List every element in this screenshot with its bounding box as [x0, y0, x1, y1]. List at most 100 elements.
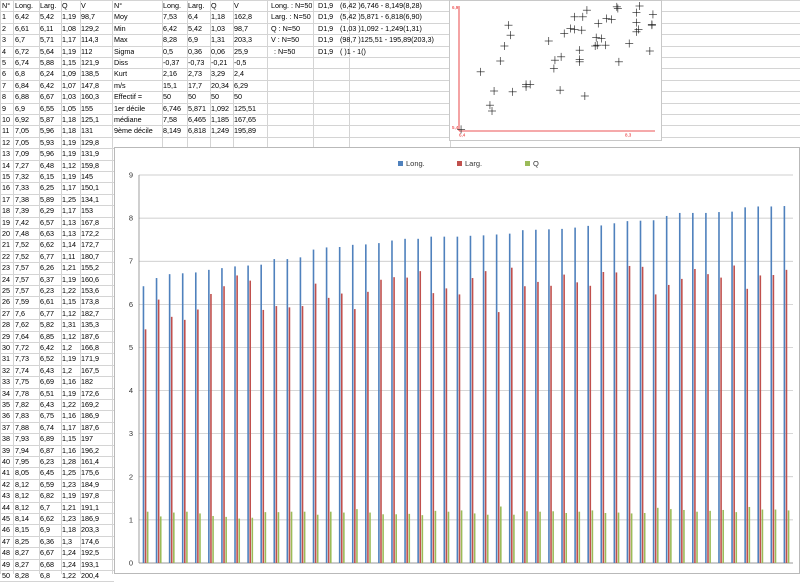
stats-cell[interactable]: 1,185: [211, 115, 229, 124]
summary-range[interactable]: (98,7 )125,51 - 195,89(203,3): [340, 35, 434, 45]
table-cell[interactable]: 1,22: [62, 286, 76, 295]
table-cell[interactable]: 160,3: [81, 92, 99, 102]
row-number-cell[interactable]: 10: [2, 115, 10, 124]
table-cell[interactable]: 1,18: [62, 115, 76, 124]
table-cell[interactable]: 7,72: [15, 343, 29, 352]
row-number-cell[interactable]: 30: [2, 343, 10, 352]
row-number-cell[interactable]: 42: [2, 479, 10, 489]
table-cell[interactable]: 6,62: [40, 514, 54, 523]
table-cell[interactable]: 191,1: [81, 502, 99, 512]
summary-range[interactable]: ( )1 - 1(): [340, 46, 366, 56]
table-cell[interactable]: 6,15: [40, 172, 54, 181]
table-cell[interactable]: 129,8: [81, 137, 99, 147]
row-number-cell[interactable]: 26: [2, 297, 10, 307]
table-cell[interactable]: 7,27: [15, 160, 29, 170]
table-cell[interactable]: 6,89: [40, 434, 54, 444]
stats-header[interactable]: Larg.: [188, 1, 205, 10]
stats-cell[interactable]: 6,4: [188, 12, 198, 22]
row-number-cell[interactable]: 35: [2, 400, 10, 409]
table-cell[interactable]: 6,61: [40, 297, 54, 307]
row-number-cell[interactable]: 1: [2, 12, 6, 22]
table-cell[interactable]: 6,42: [40, 343, 54, 352]
table-cell[interactable]: 1,12: [62, 308, 76, 318]
summary-cell[interactable]: D1,9: [318, 35, 334, 45]
table-cell[interactable]: 6,8: [40, 571, 50, 580]
row-number-cell[interactable]: 40: [2, 457, 10, 466]
stats-label[interactable]: Effectif =: [114, 92, 143, 102]
row-number-cell[interactable]: 46: [2, 525, 10, 535]
table-cell[interactable]: 1,25: [62, 194, 76, 204]
table-cell[interactable]: 6,59: [40, 479, 54, 489]
stats-cell[interactable]: 5,42: [188, 23, 202, 33]
summary-cell[interactable]: D1,9: [318, 23, 334, 33]
row-number-cell[interactable]: 13: [2, 149, 10, 159]
table-cell[interactable]: 6,74: [40, 422, 54, 432]
table-cell[interactable]: 1,19: [62, 491, 76, 501]
table-cell[interactable]: 182,7: [81, 308, 99, 318]
table-cell[interactable]: 5,71: [40, 35, 54, 45]
row-number-cell[interactable]: 48: [2, 548, 10, 558]
row-number-cell[interactable]: 49: [2, 559, 10, 569]
table-cell[interactable]: 131: [81, 126, 93, 136]
table-cell[interactable]: 171,9: [81, 354, 99, 364]
table-cell[interactable]: 7,74: [15, 365, 29, 375]
row-number-cell[interactable]: 18: [2, 206, 10, 216]
summary-cell[interactable]: : N=50: [274, 46, 296, 56]
table-cell[interactable]: 6,23: [40, 286, 54, 295]
stats-cell[interactable]: 6,818: [188, 126, 206, 136]
table-cell[interactable]: 186,9: [81, 411, 99, 421]
stats-cell[interactable]: 6,465: [188, 115, 206, 124]
row-number-cell[interactable]: 50: [2, 571, 10, 580]
table-cell[interactable]: 8,28: [15, 571, 29, 580]
table-cell[interactable]: 7,75: [15, 377, 29, 387]
stats-cell[interactable]: -0,21: [211, 58, 228, 67]
table-cell[interactable]: 6,63: [40, 229, 54, 238]
stats-cell[interactable]: 203,3: [234, 35, 252, 45]
table-cell[interactable]: 5,82: [40, 320, 54, 330]
stats-header[interactable]: Long.: [163, 1, 181, 10]
table-cell[interactable]: 1,24: [62, 559, 76, 569]
stats-cell[interactable]: 98,7: [234, 23, 248, 33]
table-cell[interactable]: 1,16: [62, 377, 76, 387]
table-cell[interactable]: 6,52: [40, 354, 54, 364]
table-cell[interactable]: 145: [81, 172, 93, 181]
table-cell[interactable]: 7,42: [15, 217, 29, 227]
summary-cell[interactable]: Long. : N=50: [271, 1, 313, 10]
row-number-cell[interactable]: 23: [2, 263, 10, 273]
stats-header[interactable]: V: [234, 1, 239, 10]
column-header[interactable]: Larg.: [40, 1, 57, 10]
row-number-cell[interactable]: 38: [2, 434, 10, 444]
table-cell[interactable]: 1,25: [62, 468, 76, 478]
table-cell[interactable]: 1,23: [62, 479, 76, 489]
table-cell[interactable]: 7,09: [15, 149, 29, 159]
stats-cell[interactable]: 7,58: [163, 115, 177, 124]
table-cell[interactable]: 5,87: [40, 115, 54, 124]
table-cell[interactable]: 125,1: [81, 115, 99, 124]
table-cell[interactable]: 7,57: [15, 286, 29, 295]
stats-cell[interactable]: 2,4: [234, 69, 244, 79]
row-number-cell[interactable]: 7: [2, 80, 6, 90]
table-cell[interactable]: 6,23: [40, 457, 54, 466]
table-cell[interactable]: 138,5: [81, 69, 99, 79]
table-cell[interactable]: 6,48: [40, 160, 54, 170]
row-number-cell[interactable]: 44: [2, 502, 10, 512]
table-cell[interactable]: 98,7: [81, 12, 95, 22]
stats-label[interactable]: médiane: [114, 115, 142, 124]
table-cell[interactable]: 1,19: [62, 274, 76, 284]
stats-cell[interactable]: 6,9: [188, 35, 198, 45]
stats-cell[interactable]: 20,34: [211, 80, 229, 90]
table-cell[interactable]: 135,3: [81, 320, 99, 330]
stats-cell[interactable]: 0,5: [163, 46, 173, 56]
stats-cell[interactable]: -0,37: [163, 58, 180, 67]
table-cell[interactable]: 6,24: [40, 69, 54, 79]
stats-cell[interactable]: 2,16: [163, 69, 177, 79]
stats-cell[interactable]: 1,18: [211, 12, 225, 22]
table-cell[interactable]: 193,1: [81, 559, 99, 569]
bar-chart[interactable]: 0 1 2 3 4 5 6 7 8 9 Long. Larg. Q: [114, 147, 800, 574]
table-cell[interactable]: 6,8: [15, 69, 25, 79]
table-cell[interactable]: 187,6: [81, 422, 99, 432]
column-header[interactable]: N°: [2, 1, 11, 10]
table-cell[interactable]: 7,83: [15, 411, 29, 421]
table-cell[interactable]: 186,9: [81, 514, 99, 523]
table-cell[interactable]: 147,8: [81, 80, 99, 90]
